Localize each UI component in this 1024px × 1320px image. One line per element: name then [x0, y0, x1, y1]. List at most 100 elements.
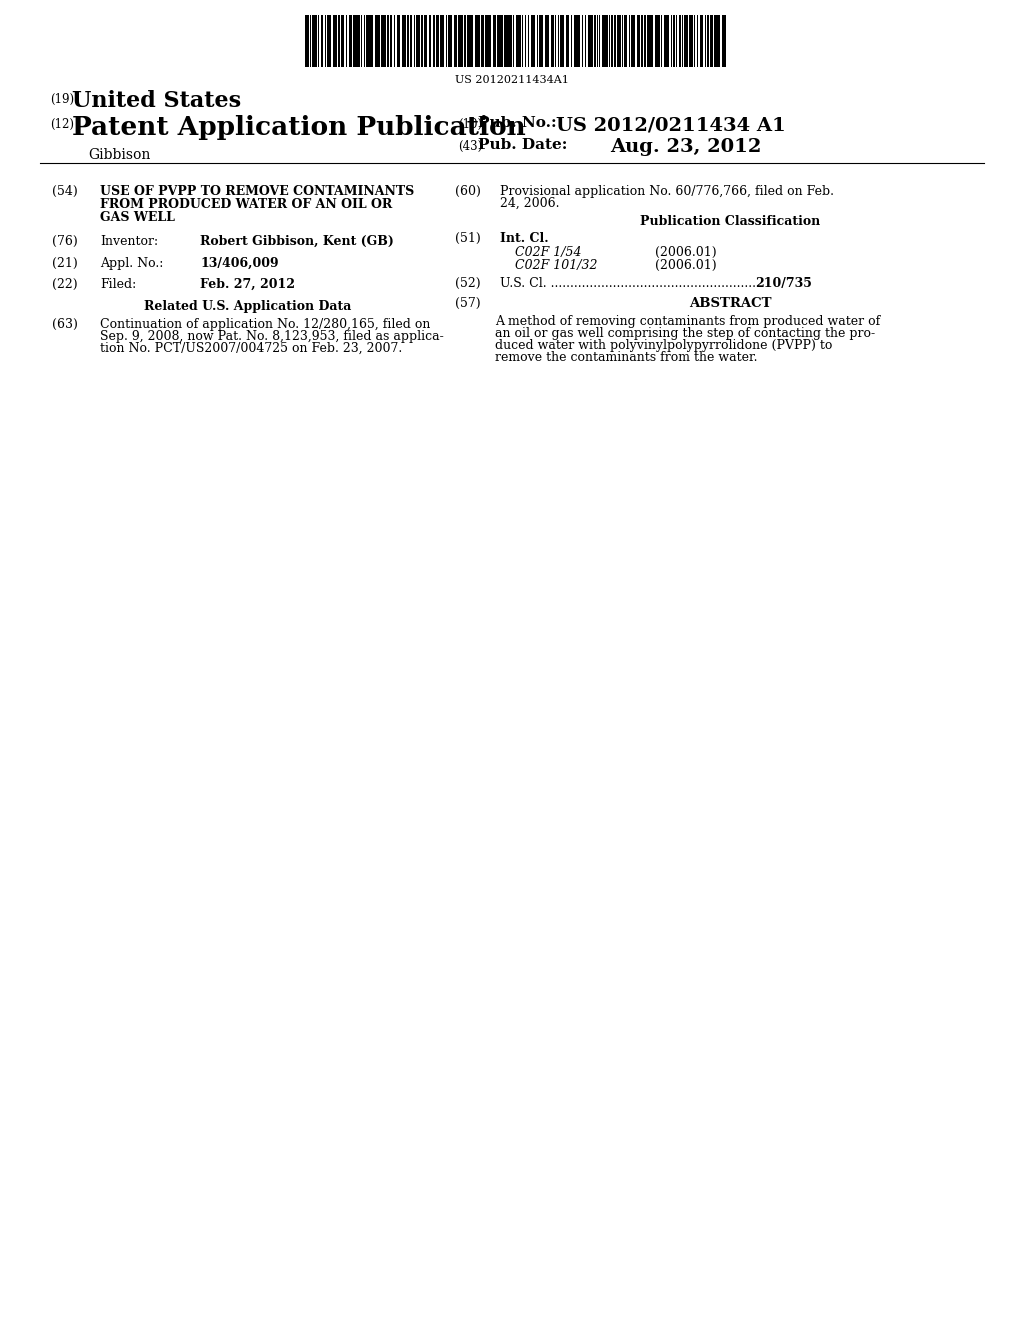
Bar [657, 15, 659, 67]
Text: 210/735: 210/735 [755, 277, 812, 290]
Text: (60): (60) [455, 185, 481, 198]
Bar [387, 15, 389, 67]
Text: tion No. PCT/US2007/004725 on Feb. 23, 2007.: tion No. PCT/US2007/004725 on Feb. 23, 2… [100, 342, 402, 355]
Bar [421, 15, 423, 67]
Text: Sep. 9, 2008, now Pat. No. 8,123,953, filed as applica-: Sep. 9, 2008, now Pat. No. 8,123,953, fi… [100, 330, 443, 343]
Bar [469, 15, 471, 67]
Text: Gibbison: Gibbison [88, 148, 151, 162]
Text: (22): (22) [52, 279, 78, 290]
Text: A method of removing contaminants from produced water of: A method of removing contaminants from p… [495, 315, 881, 327]
Bar [501, 15, 503, 67]
Text: Pub. No.:: Pub. No.: [478, 116, 557, 129]
Bar [644, 15, 646, 67]
Text: (51): (51) [455, 232, 480, 246]
Bar [539, 15, 542, 67]
Text: duced water with polyvinylpolypyrrolidone (PVPP) to: duced water with polyvinylpolypyrrolidon… [495, 339, 833, 352]
Bar [618, 15, 620, 67]
Text: Appl. No.:: Appl. No.: [100, 257, 164, 271]
Text: 13/406,009: 13/406,009 [200, 257, 279, 271]
Text: Publication Classification: Publication Classification [640, 215, 820, 228]
Bar [717, 15, 720, 67]
Bar [390, 15, 392, 67]
Text: United States: United States [72, 90, 241, 112]
Bar [545, 15, 549, 67]
Bar [724, 15, 726, 67]
Text: USE OF PVPP TO REMOVE CONTAMINANTS: USE OF PVPP TO REMOVE CONTAMINANTS [100, 185, 415, 198]
Bar [454, 15, 457, 67]
Text: Continuation of application No. 12/280,165, filed on: Continuation of application No. 12/280,1… [100, 318, 430, 331]
Bar [464, 15, 466, 67]
Bar [566, 15, 569, 67]
Bar [381, 15, 385, 67]
Bar [519, 15, 521, 67]
Bar [485, 15, 488, 67]
Bar [397, 15, 400, 67]
Bar [338, 15, 340, 67]
Bar [710, 15, 713, 67]
Bar [314, 15, 317, 67]
Bar [516, 15, 520, 67]
Bar [407, 15, 409, 67]
Text: C02F 1/54: C02F 1/54 [515, 246, 582, 259]
Bar [461, 15, 463, 67]
Text: (12): (12) [50, 117, 74, 131]
Bar [510, 15, 512, 67]
Text: U.S. Cl. ......................................................: U.S. Cl. ...............................… [500, 277, 760, 290]
Bar [429, 15, 431, 67]
Bar [341, 15, 343, 67]
Bar [707, 15, 709, 67]
Bar [631, 15, 635, 67]
Text: 24, 2006.: 24, 2006. [500, 197, 559, 210]
Bar [424, 15, 427, 67]
Bar [436, 15, 439, 67]
Bar [507, 15, 510, 67]
Bar [335, 15, 337, 67]
Bar [349, 15, 351, 67]
Bar [350, 15, 352, 67]
Bar [493, 15, 496, 67]
Bar [390, 15, 392, 67]
Text: an oil or gas well comprising the step of contacting the pro-: an oil or gas well comprising the step o… [495, 327, 876, 341]
Text: US 2012/0211434 A1: US 2012/0211434 A1 [556, 116, 785, 135]
Bar [650, 15, 653, 67]
Bar [476, 15, 478, 67]
Bar [481, 15, 483, 67]
Text: remove the contaminants from the water.: remove the contaminants from the water. [495, 351, 758, 364]
Bar [577, 15, 580, 67]
Bar [384, 15, 386, 67]
Bar [667, 15, 669, 67]
Bar [700, 15, 703, 67]
Bar [633, 15, 635, 67]
Bar [455, 15, 457, 67]
Text: Aug. 23, 2012: Aug. 23, 2012 [610, 139, 762, 156]
Bar [458, 15, 461, 67]
Text: (10): (10) [458, 117, 482, 131]
Bar [417, 15, 419, 67]
Text: C02F 101/32: C02F 101/32 [515, 259, 597, 272]
Bar [684, 15, 687, 67]
Bar [371, 15, 373, 67]
Bar [329, 15, 331, 67]
Bar [410, 15, 412, 67]
Bar [312, 15, 314, 67]
Text: (21): (21) [52, 257, 78, 271]
Bar [475, 15, 477, 67]
Bar [478, 15, 480, 67]
Bar [410, 15, 412, 67]
Text: FROM PRODUCED WATER OF AN OIL OR: FROM PRODUCED WATER OF AN OIL OR [100, 198, 392, 211]
Text: (52): (52) [455, 277, 480, 290]
Bar [305, 15, 308, 67]
Bar [398, 15, 400, 67]
Bar [333, 15, 335, 67]
Text: Provisional application No. 60/776,766, filed on Feb.: Provisional application No. 60/776,766, … [500, 185, 834, 198]
Bar [497, 15, 499, 67]
Bar [588, 15, 590, 67]
Text: ABSTRACT: ABSTRACT [689, 297, 771, 310]
Bar [637, 15, 640, 67]
Bar [700, 15, 702, 67]
Bar [618, 15, 621, 67]
Bar [467, 15, 470, 67]
Bar [534, 15, 535, 67]
Text: Int. Cl.: Int. Cl. [500, 232, 549, 246]
Bar [714, 15, 717, 67]
